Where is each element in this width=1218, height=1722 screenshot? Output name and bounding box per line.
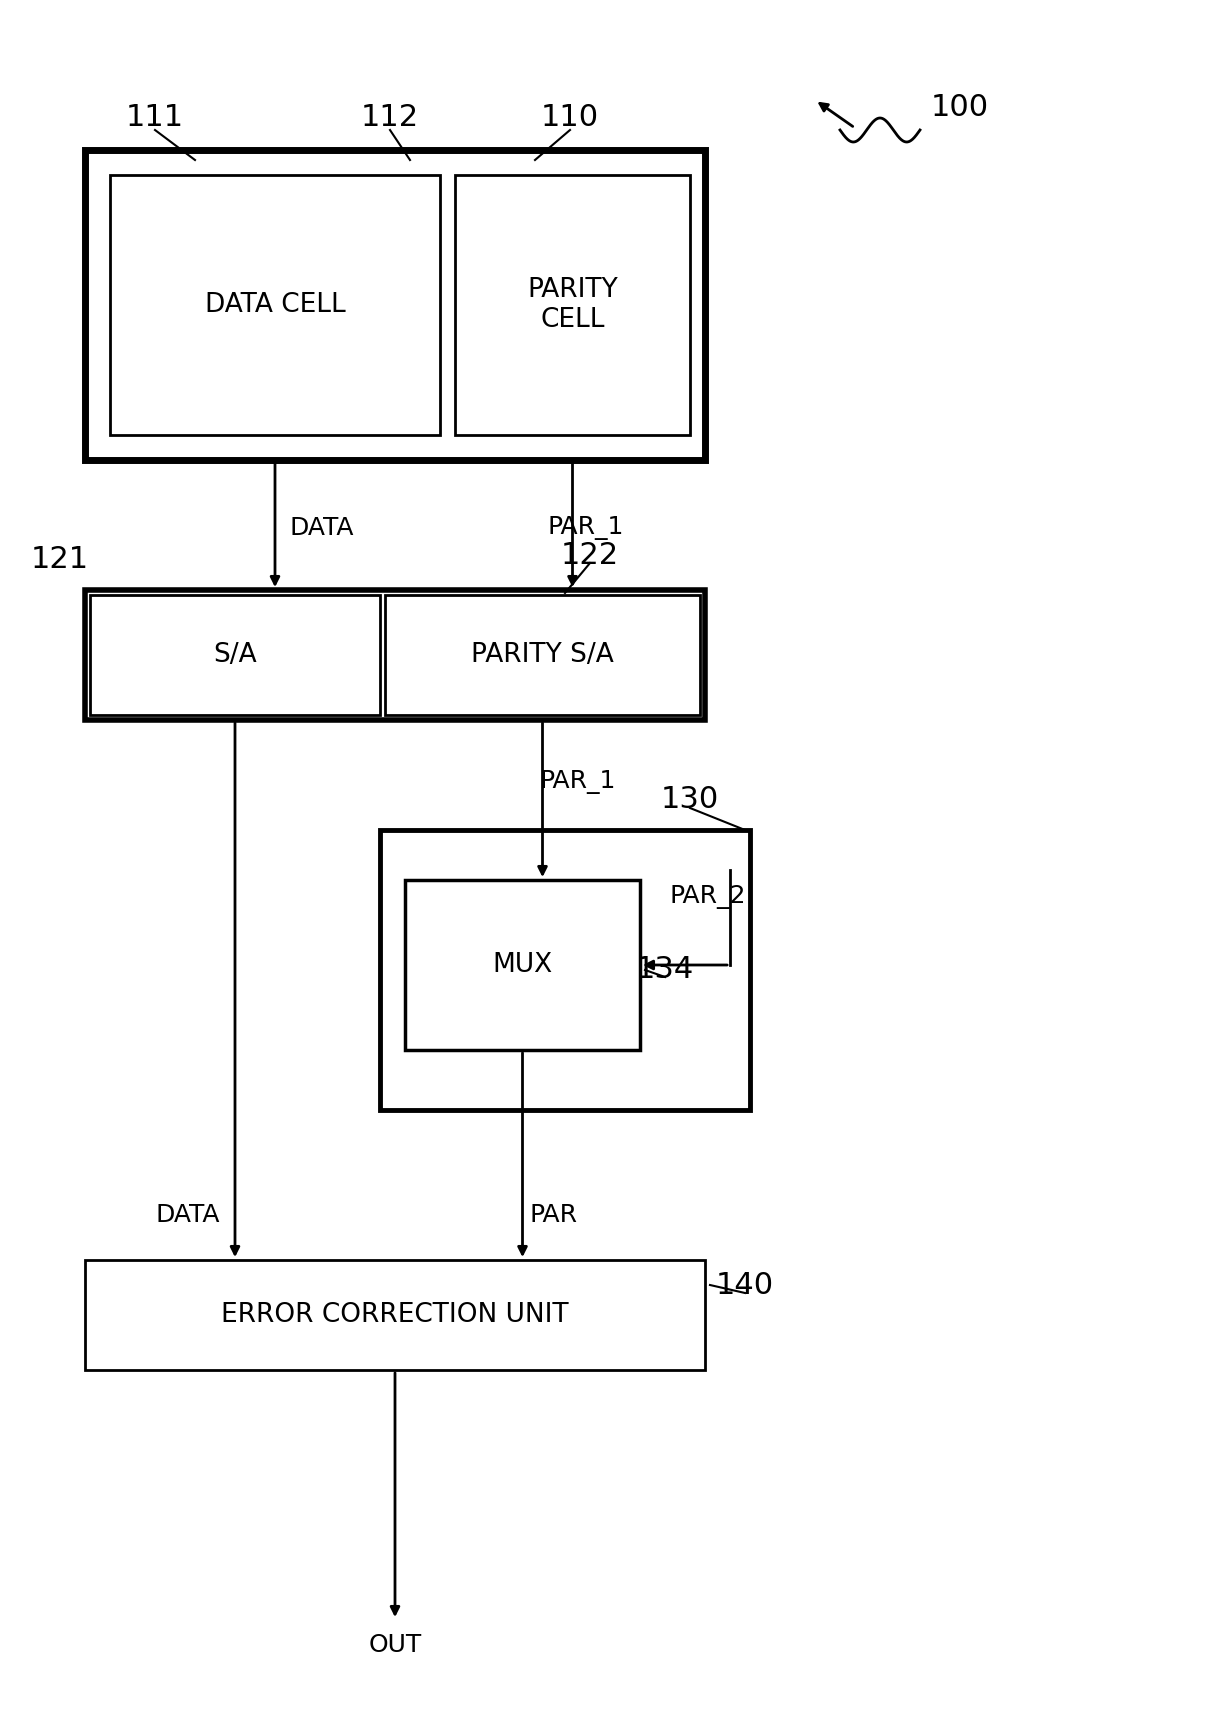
Bar bbox=[85, 150, 705, 460]
Text: 140: 140 bbox=[716, 1271, 775, 1300]
Text: 100: 100 bbox=[931, 93, 989, 122]
Text: 110: 110 bbox=[541, 103, 599, 133]
Text: DATA CELL: DATA CELL bbox=[205, 293, 346, 319]
Text: 134: 134 bbox=[636, 956, 694, 985]
Text: MUX: MUX bbox=[492, 952, 553, 978]
Text: 112: 112 bbox=[361, 103, 419, 133]
Text: 111: 111 bbox=[125, 103, 184, 133]
Text: OUT: OUT bbox=[368, 1632, 421, 1657]
Text: PAR: PAR bbox=[530, 1204, 579, 1228]
Text: PARITY S/A: PARITY S/A bbox=[471, 642, 614, 668]
Text: 121: 121 bbox=[30, 546, 89, 575]
Text: S/A: S/A bbox=[213, 642, 257, 668]
Text: 122: 122 bbox=[561, 541, 619, 570]
Bar bbox=[385, 596, 700, 715]
Bar bbox=[85, 591, 705, 720]
Text: PAR_1: PAR_1 bbox=[540, 770, 616, 794]
Text: 130: 130 bbox=[661, 785, 719, 815]
Bar bbox=[380, 830, 750, 1111]
Text: PAR_1: PAR_1 bbox=[548, 517, 625, 541]
Text: PAR_2: PAR_2 bbox=[670, 885, 747, 909]
Bar bbox=[110, 176, 440, 436]
Text: DATA: DATA bbox=[290, 517, 354, 541]
Text: ERROR CORRECTION UNIT: ERROR CORRECTION UNIT bbox=[222, 1302, 569, 1328]
Bar bbox=[85, 1261, 705, 1371]
Text: PARITY
CELL: PARITY CELL bbox=[527, 277, 618, 332]
Bar bbox=[90, 596, 380, 715]
Bar bbox=[406, 880, 639, 1050]
Bar bbox=[456, 176, 691, 436]
Text: DATA: DATA bbox=[155, 1204, 219, 1228]
